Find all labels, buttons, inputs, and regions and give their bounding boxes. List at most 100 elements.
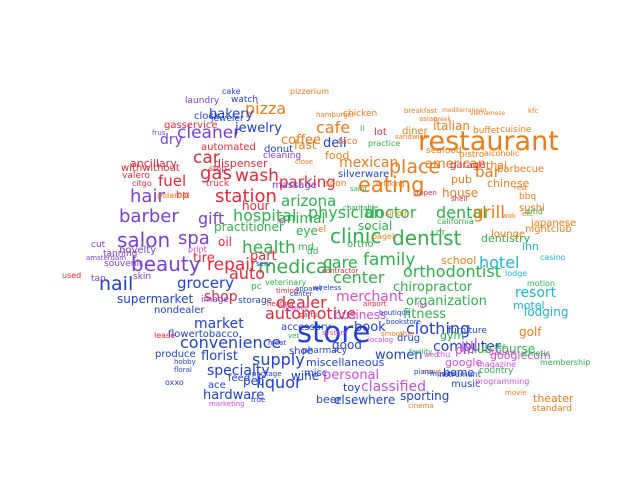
word-cloud-word: diner [402, 126, 428, 137]
word-cloud-word: sirloin [385, 209, 410, 218]
word-cloud-word: eye [296, 224, 318, 238]
word-cloud-word: part [250, 249, 277, 264]
word-cloud-word: clinic [330, 224, 382, 248]
word-cloud-word: center [290, 290, 313, 298]
word-cloud-word: heating [267, 300, 294, 308]
word-cloud-word: care [323, 253, 358, 272]
word-cloud-word: instrument [437, 370, 481, 379]
word-cloud-word: computer [433, 339, 501, 355]
word-cloud-word: close [295, 158, 314, 166]
word-cloud-word: el [318, 225, 327, 235]
word-cloud-word: nail [99, 273, 134, 295]
word-cloud-word: restaurant [418, 126, 559, 157]
word-cloud-word: house [442, 186, 479, 200]
word-cloud-word: center [333, 268, 385, 287]
word-cloud-word: misc [304, 368, 328, 379]
word-cloud-word: wed [424, 351, 439, 359]
word-cloud-word: car [193, 148, 220, 168]
word-cloud-word: shop [204, 289, 238, 305]
word-cloud-word: nightclub [525, 224, 572, 235]
word-cloud-word: dd [307, 247, 319, 257]
word-cloud-word: system [322, 329, 348, 337]
word-cloud-word: beer [316, 393, 342, 406]
word-cloud-word: supply [252, 350, 305, 369]
word-cloud-word: soon [325, 179, 347, 189]
word-cloud-word: garage [450, 160, 486, 171]
word-cloud-word: oxxo [165, 378, 184, 387]
word-cloud-word: elsewhere [334, 393, 396, 407]
word-cloud-word: barber [119, 206, 179, 227]
word-cloud-word: valero [122, 171, 150, 181]
word-cloud-word: smoothie [381, 330, 414, 338]
word-cloud-word: inn [522, 240, 539, 253]
word-cloud-word: automotive [265, 304, 357, 323]
word-cloud-word: animal [278, 211, 326, 227]
word-cloud-word: tanning [103, 249, 138, 259]
word-cloud-word: chicken [343, 109, 378, 119]
word-cloud-word: supermarket [117, 292, 194, 306]
word-cloud-word: women [375, 348, 423, 363]
word-cloud-word: motion [527, 279, 556, 288]
word-cloud-word: membership [540, 358, 591, 367]
word-cloud-word: sandwich [395, 133, 428, 141]
word-cloud-word: polaroid [157, 191, 190, 200]
word-cloud-word: rest [514, 184, 528, 192]
word-cloud-word: apparel [295, 285, 322, 293]
word-cloud-word: wine [291, 369, 320, 383]
word-cloud-word: pm [455, 343, 475, 357]
word-cloud-word: buffet [473, 126, 500, 136]
word-cloud-word: arizona [281, 192, 337, 210]
word-cloud-word: pc [251, 282, 262, 292]
word-cloud-word: fuel [158, 172, 187, 190]
word-cloud-word: gasservice [164, 120, 218, 131]
word-cloud-word: clock [194, 111, 220, 122]
word-cloud-word: dealer [276, 293, 327, 312]
word-cloud-word: furniture [448, 326, 487, 336]
word-cloud-word: country [479, 366, 514, 376]
word-cloud-word: wok [502, 212, 517, 220]
word-cloud-word: course [495, 342, 536, 356]
word-cloud-word: golf [519, 325, 542, 339]
word-cloud-word: vietnamese [470, 110, 506, 117]
word-cloud-word: fax [417, 301, 428, 309]
word-cloud-word: convenience [180, 333, 282, 352]
word-cloud-word: fast [294, 138, 317, 152]
word-cloud-word: gas [200, 163, 232, 184]
word-cloud-word: lounge [491, 229, 526, 240]
word-cloud-word: storage [238, 296, 273, 306]
word-cloud-word: jeweler [211, 114, 244, 124]
word-cloud-word: truck [206, 179, 230, 189]
word-cloud-word: mexican [339, 155, 399, 171]
word-cloud-word: cafe [316, 118, 351, 137]
word-cloud-word: lodge [505, 269, 528, 278]
word-cloud-word: cinema [408, 402, 434, 410]
word-cloud-word: bistro [459, 150, 485, 160]
word-cloud-word: doctor [365, 203, 417, 222]
word-cloud-word: coffee [281, 133, 322, 148]
word-cloud-word: shell [451, 195, 468, 203]
word-cloud-word: localog [368, 336, 394, 344]
word-cloud-word: barbecue [497, 164, 545, 175]
word-cloud-word: image [201, 295, 230, 305]
word-cloud-word: dentistry [481, 232, 531, 245]
word-cloud-word: massage [272, 180, 317, 191]
word-cloud-word: eating [358, 173, 425, 197]
word-cloud-word: place [389, 156, 441, 178]
word-cloud-word: music [451, 379, 481, 390]
word-cloud-word: nondealer [154, 305, 205, 316]
word-cloud-word: citgo [132, 179, 152, 188]
word-cloud-word: rec [494, 342, 507, 351]
word-cloud-word: clothing [406, 319, 471, 338]
word-cloud-word: bar [475, 163, 500, 181]
word-cloud-word: kfc [528, 107, 539, 115]
word-cloud-word: toy [343, 381, 361, 394]
word-cloud-word: liquor [256, 373, 302, 392]
word-cloud-word: dental [436, 203, 487, 222]
word-cloud-word: orthodontist [403, 262, 501, 281]
word-cloud-word: novelty [119, 245, 157, 256]
word-cloud-word: drinking [376, 180, 405, 188]
word-cloud-word: hospital [233, 206, 297, 225]
word-cloud-word: sporting [400, 389, 450, 403]
word-cloud-word: gym [440, 329, 465, 342]
word-cloud-word: book [354, 320, 386, 335]
